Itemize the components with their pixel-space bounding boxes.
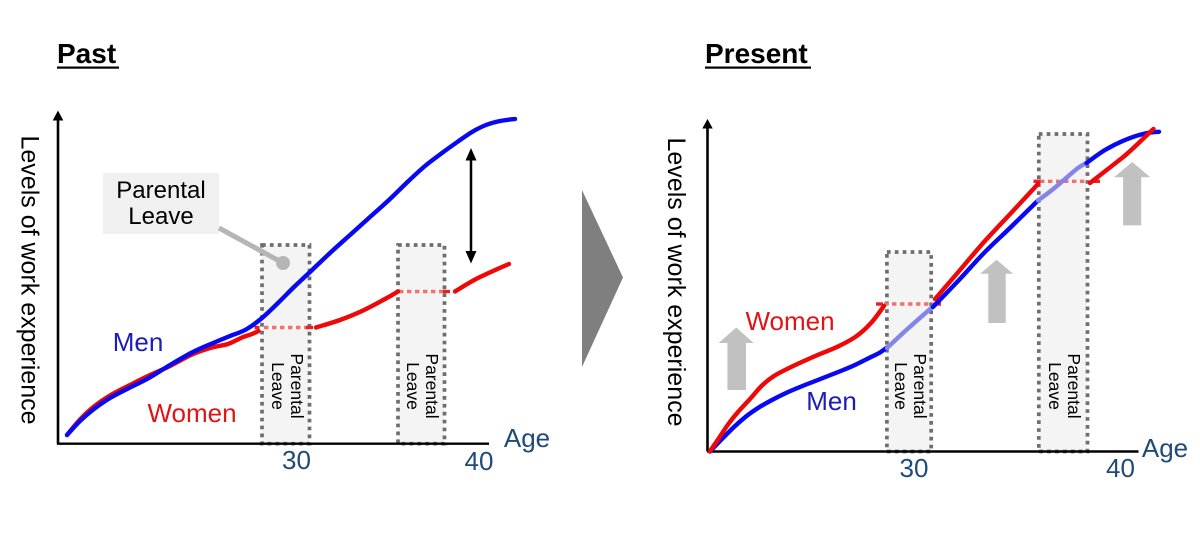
svg-text:Women: Women — [147, 398, 236, 428]
svg-text:ParentalLeave: ParentalLeave — [403, 353, 442, 418]
svg-text:40: 40 — [1106, 453, 1135, 483]
svg-text:30: 30 — [282, 445, 311, 475]
svg-text:Men: Men — [806, 386, 857, 416]
svg-text:Age: Age — [504, 423, 550, 453]
svg-text:ParentalLeave: ParentalLeave — [1045, 353, 1084, 418]
svg-text:30: 30 — [900, 453, 929, 483]
svg-text:Past: Past — [57, 38, 116, 69]
svg-text:ParentalLeave: ParentalLeave — [268, 353, 307, 418]
svg-text:Levels of work experience: Levels of work experience — [16, 135, 44, 424]
svg-text:ParentalLeave: ParentalLeave — [891, 353, 930, 418]
svg-text:Levels of work experience: Levels of work experience — [662, 137, 690, 426]
svg-text:Present: Present — [705, 38, 808, 69]
svg-text:Leave: Leave — [128, 203, 193, 230]
svg-text:Men: Men — [113, 327, 164, 357]
svg-text:Women: Women — [745, 306, 834, 336]
svg-text:40: 40 — [465, 446, 494, 476]
svg-text:Age: Age — [1142, 433, 1188, 463]
svg-text:Parental: Parental — [116, 177, 205, 204]
